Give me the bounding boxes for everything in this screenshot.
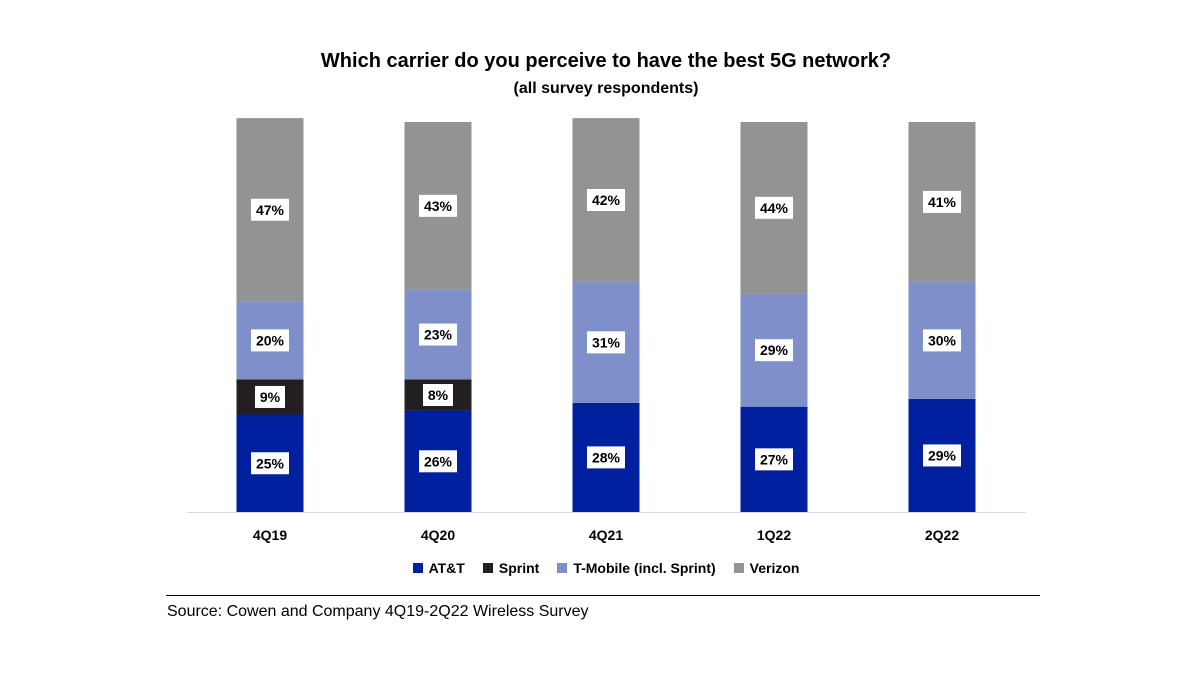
legend-label-tmobile: T-Mobile (incl. Sprint) <box>573 560 716 576</box>
data-label: 30% <box>923 329 961 352</box>
data-label: 31% <box>587 331 625 354</box>
legend-item-att: AT&T <box>412 560 465 576</box>
data-label: 9% <box>255 385 285 408</box>
data-label-box <box>419 450 457 473</box>
legend-label-verizon: Verizon <box>749 560 800 576</box>
source-note: Source: Cowen and Company 4Q19-2Q22 Wire… <box>167 603 589 620</box>
data-label: 8% <box>423 384 453 406</box>
data-label: 44% <box>755 196 793 219</box>
data-label: 23% <box>419 323 457 346</box>
data-label-box <box>255 385 285 408</box>
data-label-text: 41% <box>928 194 957 210</box>
data-label-box <box>419 194 457 217</box>
x-tick-label: 2Q22 <box>925 527 959 543</box>
chart-title: Which carrier do you perceive to have th… <box>320 50 892 72</box>
legend-swatch-verizon <box>733 563 744 573</box>
source-divider <box>166 595 1040 596</box>
data-label-box <box>587 331 625 354</box>
data-label-text: 29% <box>928 447 957 463</box>
legend-label-att: AT&T <box>428 560 465 576</box>
chart-subtitle: (all survey respondents) <box>513 80 699 97</box>
data-label-box <box>923 329 961 352</box>
x-tick-label: 4Q19 <box>253 527 287 543</box>
data-label-text: 27% <box>760 451 789 467</box>
legend-item-verizon: Verizon <box>733 560 800 576</box>
data-label-box <box>251 198 289 221</box>
data-label: 43% <box>419 194 457 217</box>
data-label-text: 29% <box>760 342 789 358</box>
data-label-box <box>755 448 793 471</box>
legend-swatch-sprint <box>482 563 493 573</box>
data-label-box <box>251 329 289 352</box>
data-label-text: 42% <box>592 192 621 208</box>
data-label-text: 30% <box>928 332 957 348</box>
data-label-box <box>923 444 961 467</box>
data-label-text: 8% <box>428 387 449 403</box>
data-label-text: 26% <box>424 453 453 469</box>
data-label: 41% <box>923 190 961 213</box>
legend-item-sprint: Sprint <box>482 560 540 576</box>
data-label-text: 47% <box>256 202 285 218</box>
data-label: 29% <box>923 444 961 467</box>
legend-item-tmobile: T-Mobile (incl. Sprint) <box>557 560 716 576</box>
legend-swatch-tmobile <box>557 563 568 573</box>
data-label: 26% <box>419 450 457 473</box>
data-label-box <box>251 452 289 475</box>
data-label: 25% <box>251 452 289 475</box>
data-label-text: 23% <box>424 327 453 343</box>
data-label-box <box>587 189 625 211</box>
data-label-box <box>755 339 793 362</box>
data-label-box <box>587 446 625 469</box>
data-label-text: 20% <box>256 332 285 348</box>
x-tick-label: 4Q20 <box>421 527 455 543</box>
data-label-text: 28% <box>592 449 621 465</box>
data-label-text: 44% <box>760 200 789 216</box>
data-label-box <box>923 190 961 213</box>
legend-label-sprint: Sprint <box>498 560 540 576</box>
data-label-box <box>419 323 457 346</box>
data-label: 27% <box>755 448 793 471</box>
data-label-text: 43% <box>424 198 453 214</box>
data-label-text: 25% <box>256 455 285 471</box>
data-label-text: 31% <box>592 334 621 350</box>
data-label-box <box>755 196 793 219</box>
data-label: 20% <box>251 329 289 352</box>
data-label: 28% <box>587 446 625 469</box>
data-label: 42% <box>587 189 625 211</box>
data-label: 47% <box>251 198 289 221</box>
x-tick-label: 4Q21 <box>589 527 623 543</box>
stacked-bar-chart: 25% 9% 20% 47% 4Q19 26% 8% 23% 43% 4Q20 28% 31% 42% 4… <box>187 118 1026 543</box>
data-label-text: 9% <box>260 389 281 405</box>
data-label-box <box>423 384 453 406</box>
data-label: 29% <box>755 339 793 362</box>
x-tick-label: 1Q22 <box>757 527 791 543</box>
legend-swatch-att <box>412 563 423 573</box>
chart-legend: AT&T Sprint T-Mobile (incl. Sprint) Veri… <box>0 560 1200 576</box>
